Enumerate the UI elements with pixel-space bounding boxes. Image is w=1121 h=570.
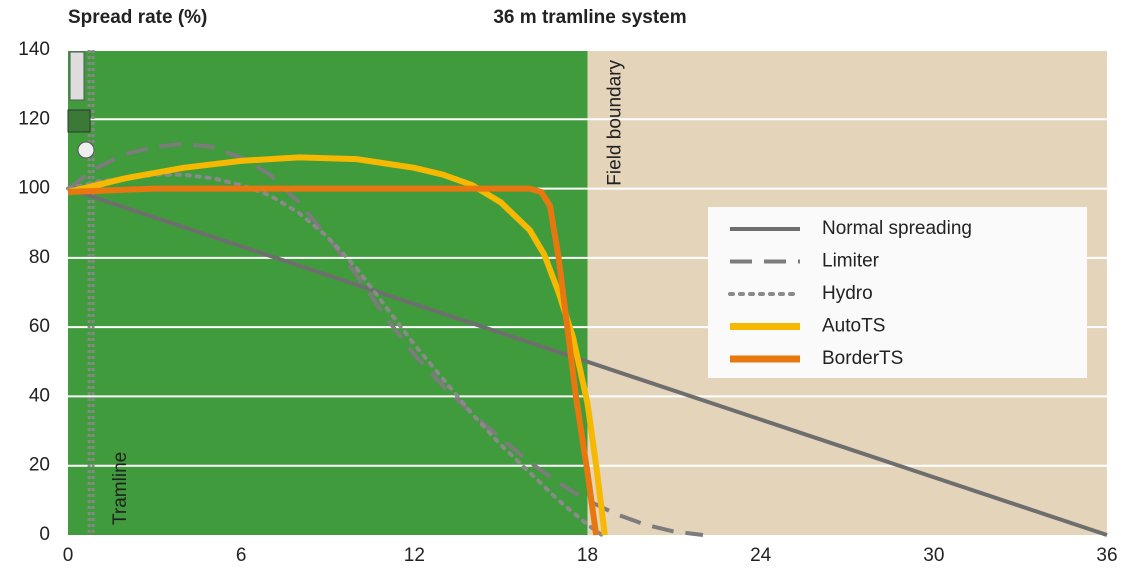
icon bbox=[77, 141, 95, 159]
x-tick-label: 12 bbox=[404, 545, 425, 566]
x-tick-label: 6 bbox=[236, 545, 247, 566]
annotation: Tramline bbox=[110, 452, 131, 525]
series-line bbox=[67, 154, 608, 536]
icon bbox=[69, 51, 85, 101]
y-tick-label: 40 bbox=[29, 385, 50, 406]
y-tick-label: 100 bbox=[18, 178, 50, 199]
y-tick-label: 80 bbox=[29, 247, 50, 268]
x-tick-label: 18 bbox=[577, 545, 598, 566]
legend-label: Normal spreading bbox=[822, 218, 972, 239]
y-tick-label: 120 bbox=[18, 108, 50, 129]
legend-label: AutoTS bbox=[822, 316, 885, 337]
y-tick-label: 0 bbox=[39, 524, 50, 545]
y-axis-label: Spread rate (%) bbox=[68, 7, 207, 28]
legend-label: BorderTS bbox=[822, 348, 903, 369]
x-tick-label: 30 bbox=[923, 545, 944, 566]
series-line bbox=[67, 186, 1108, 537]
chart-title: 36 m tramline system bbox=[493, 7, 686, 28]
x-tick-label: 36 bbox=[1096, 545, 1117, 566]
y-tick-label: 20 bbox=[29, 455, 50, 476]
series-line bbox=[67, 185, 600, 536]
icon bbox=[67, 109, 91, 133]
y-tick-label: 60 bbox=[29, 316, 50, 337]
legend-label: Hydro bbox=[822, 283, 873, 304]
legend-label: Limiter bbox=[822, 251, 880, 272]
x-tick-label: 0 bbox=[63, 545, 74, 566]
y-tick-label: 140 bbox=[18, 39, 50, 60]
region bbox=[68, 50, 588, 535]
x-tick-label: 24 bbox=[750, 545, 772, 566]
annotation: Field boundary bbox=[605, 60, 626, 186]
series-line bbox=[66, 141, 704, 537]
